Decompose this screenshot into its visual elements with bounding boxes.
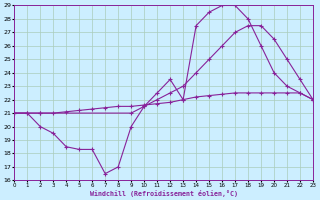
X-axis label: Windchill (Refroidissement éolien,°C): Windchill (Refroidissement éolien,°C) bbox=[90, 190, 238, 197]
